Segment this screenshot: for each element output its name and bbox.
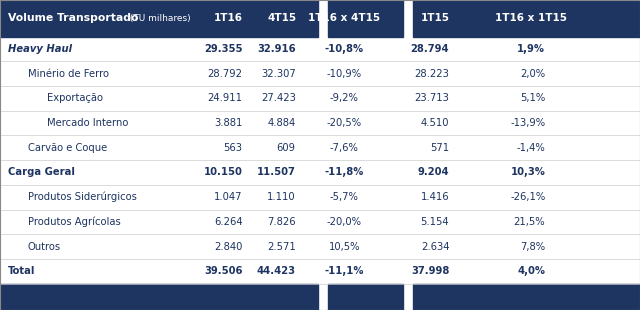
Text: 24.911: 24.911: [207, 93, 243, 103]
Bar: [328, 0, 403, 37]
Text: -13,9%: -13,9%: [510, 118, 545, 128]
Text: -9,2%: -9,2%: [330, 93, 359, 103]
Text: 1.110: 1.110: [267, 192, 296, 202]
Bar: [0, 37, 640, 61]
Bar: [0, 0, 318, 37]
Text: 1T16: 1T16: [214, 13, 243, 23]
Text: 10,5%: 10,5%: [328, 241, 360, 252]
Text: -11,1%: -11,1%: [324, 266, 364, 276]
Text: 571: 571: [430, 143, 449, 153]
Text: -5,7%: -5,7%: [330, 192, 359, 202]
Text: 2.634: 2.634: [420, 241, 449, 252]
Text: 11.507: 11.507: [257, 167, 296, 177]
Text: -1,4%: -1,4%: [516, 143, 545, 153]
Text: 27.423: 27.423: [261, 93, 296, 103]
Text: -20,5%: -20,5%: [327, 118, 362, 128]
Text: -26,1%: -26,1%: [510, 192, 545, 202]
Text: -10,9%: -10,9%: [327, 69, 362, 79]
Text: Mercado Interno: Mercado Interno: [47, 118, 128, 128]
Bar: [0, 160, 640, 185]
Bar: [0, 86, 640, 111]
Text: 609: 609: [276, 143, 296, 153]
Text: Total: Total: [8, 266, 36, 276]
Text: 28.223: 28.223: [415, 69, 449, 79]
Text: 1,9%: 1,9%: [517, 44, 545, 54]
Text: 28.792: 28.792: [207, 69, 243, 79]
Text: 4.510: 4.510: [420, 118, 449, 128]
Text: Outros: Outros: [28, 241, 61, 252]
Text: 2.840: 2.840: [214, 241, 243, 252]
Text: 1.047: 1.047: [214, 192, 243, 202]
Bar: [413, 0, 640, 37]
Text: Volume Transportado: Volume Transportado: [8, 13, 139, 23]
Text: 1.416: 1.416: [420, 192, 449, 202]
Bar: [413, 284, 640, 310]
Text: Carga Geral: Carga Geral: [8, 167, 75, 177]
Text: 44.423: 44.423: [257, 266, 296, 276]
Text: 29.355: 29.355: [204, 44, 243, 54]
Text: Minério de Ferro: Minério de Ferro: [28, 69, 109, 79]
Text: Carvão e Coque: Carvão e Coque: [28, 143, 107, 153]
Text: 4.884: 4.884: [268, 118, 296, 128]
Text: -10,8%: -10,8%: [324, 44, 364, 54]
Text: 6.264: 6.264: [214, 217, 243, 227]
Text: 5,1%: 5,1%: [520, 93, 545, 103]
Text: 32.307: 32.307: [261, 69, 296, 79]
Bar: [0, 185, 640, 210]
Bar: [0, 135, 640, 160]
Text: 37.998: 37.998: [411, 266, 449, 276]
Text: Produtos Agrícolas: Produtos Agrícolas: [28, 217, 120, 227]
Bar: [0, 234, 640, 259]
Text: 7,8%: 7,8%: [520, 241, 545, 252]
Bar: [328, 284, 403, 310]
Text: 563: 563: [223, 143, 243, 153]
Bar: [0, 210, 640, 234]
Text: -20,0%: -20,0%: [327, 217, 362, 227]
Bar: [0, 284, 318, 310]
Text: 4T15: 4T15: [267, 13, 296, 23]
Text: 21,5%: 21,5%: [514, 217, 545, 227]
Bar: [0, 111, 640, 135]
Text: 4,0%: 4,0%: [517, 266, 545, 276]
Bar: [0, 61, 640, 86]
Text: 1T16 x 4T15: 1T16 x 4T15: [308, 13, 380, 23]
Text: 2.571: 2.571: [267, 241, 296, 252]
Text: 39.506: 39.506: [204, 266, 243, 276]
Text: 28.794: 28.794: [411, 44, 449, 54]
Text: 1T15: 1T15: [420, 13, 450, 23]
Text: Produtos Siderúrgicos: Produtos Siderúrgicos: [28, 192, 136, 202]
Text: Exportação: Exportação: [47, 93, 102, 103]
Text: 3.881: 3.881: [214, 118, 243, 128]
Text: 5.154: 5.154: [420, 217, 449, 227]
Text: 10.150: 10.150: [204, 167, 243, 177]
Text: 2,0%: 2,0%: [520, 69, 545, 79]
Text: 7.826: 7.826: [267, 217, 296, 227]
Bar: [0, 259, 640, 284]
Text: -11,8%: -11,8%: [324, 167, 364, 177]
Text: 23.713: 23.713: [415, 93, 449, 103]
Text: 9.204: 9.204: [418, 167, 449, 177]
Text: 10,3%: 10,3%: [511, 167, 545, 177]
Text: 1T16 x 1T15: 1T16 x 1T15: [495, 13, 567, 23]
Text: (TU milhares): (TU milhares): [127, 14, 190, 23]
Text: 32.916: 32.916: [257, 44, 296, 54]
Text: Heavy Haul: Heavy Haul: [8, 44, 72, 54]
Text: -7,6%: -7,6%: [330, 143, 359, 153]
